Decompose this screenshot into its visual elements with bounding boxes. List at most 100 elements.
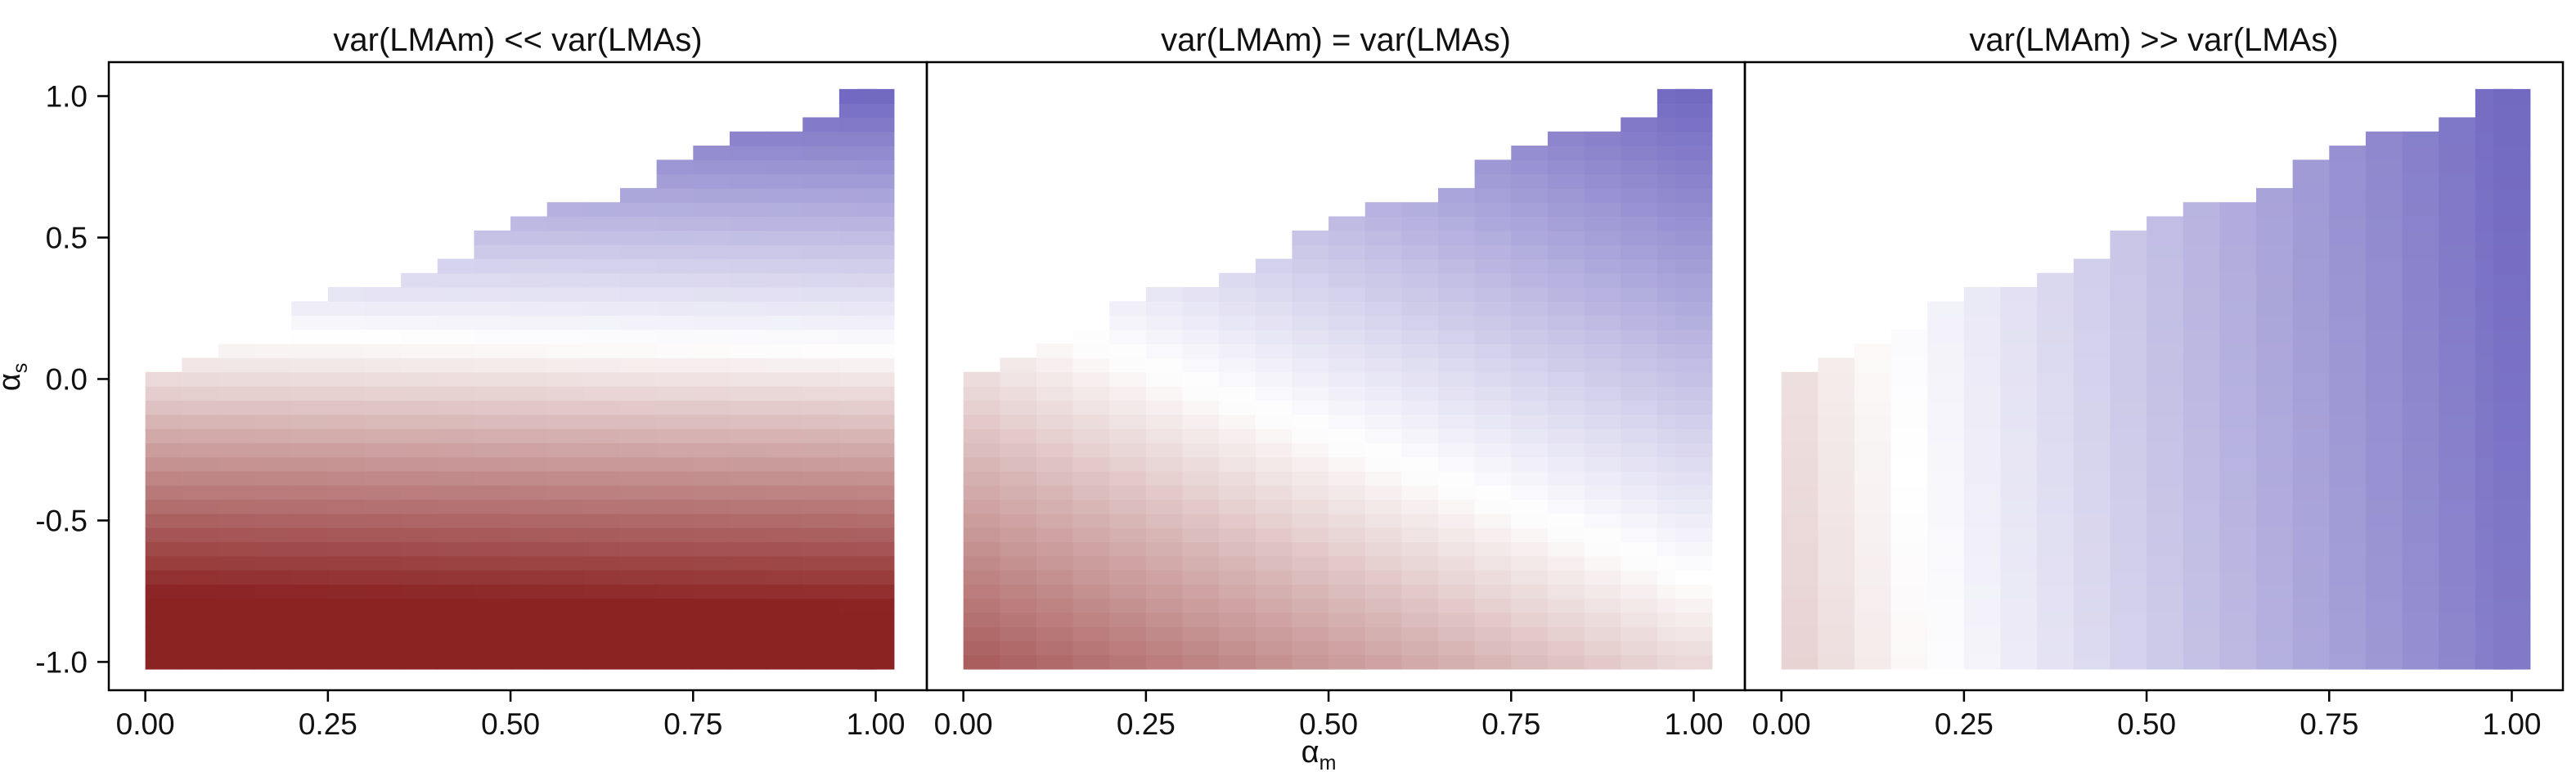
heatmap-cell <box>1927 400 1965 415</box>
heatmap-cell <box>510 371 548 387</box>
heatmap-cell <box>2037 470 2075 486</box>
heatmap-cell <box>254 329 292 344</box>
heatmap-cell <box>729 146 767 160</box>
heatmap-cell <box>2402 470 2439 486</box>
heatmap-cell <box>291 357 329 373</box>
heatmap-cell <box>620 315 658 330</box>
heatmap-cell <box>2439 513 2476 528</box>
heatmap-cell <box>474 654 511 670</box>
heatmap-cell <box>2073 456 2111 472</box>
heatmap-cell <box>1401 640 1439 656</box>
heatmap-cell <box>1474 287 1512 302</box>
heatmap-cell <box>182 414 219 429</box>
heatmap-cell <box>1890 485 1928 500</box>
heatmap-cell <box>2365 654 2403 670</box>
heatmap-cell <box>2000 456 2038 472</box>
heatmap-cell <box>766 187 803 203</box>
heatmap-cell <box>1072 513 1110 528</box>
heatmap-cell <box>1438 654 1476 670</box>
heatmap-cell <box>401 357 438 373</box>
heatmap-cell <box>2073 555 2111 571</box>
heatmap-cell <box>1438 357 1476 373</box>
heatmap-cell <box>546 442 584 458</box>
heatmap-cell <box>546 245 584 260</box>
heatmap-cell <box>963 598 1000 613</box>
heatmap-cell <box>401 499 438 514</box>
heatmap-cell <box>1890 640 1928 656</box>
heatmap-cell <box>2439 442 2476 458</box>
heatmap-cell <box>963 456 1000 472</box>
heatmap-cell <box>1292 612 1329 627</box>
heatmap-cell <box>546 287 584 302</box>
heatmap-cell <box>1675 429 1713 443</box>
heatmap-cell <box>254 414 292 429</box>
heatmap-cell <box>1072 527 1110 542</box>
heatmap-cell <box>1255 414 1293 429</box>
heatmap-cell <box>583 485 621 500</box>
heatmap-cell <box>1255 357 1293 373</box>
heatmap-cell <box>1182 315 1220 330</box>
heatmap-cell <box>364 386 402 402</box>
heatmap-cell <box>2000 329 2038 344</box>
heatmap-cell <box>1781 429 1818 443</box>
heatmap-cell <box>1621 159 1658 175</box>
heatmap-cell <box>1255 258 1293 274</box>
heatmap-cell <box>2110 414 2147 429</box>
x-tick-label: 0.25 <box>1117 707 1176 741</box>
heatmap-cell <box>254 371 292 387</box>
heatmap-cell <box>1474 245 1512 260</box>
heatmap-cell <box>1438 287 1476 302</box>
heatmap-cell <box>1547 400 1585 415</box>
heatmap-cell <box>1927 301 1965 316</box>
heatmap-cell <box>2439 598 2476 613</box>
heatmap-cell <box>546 456 584 472</box>
heatmap-cell <box>729 159 767 175</box>
heatmap-cell <box>963 541 1000 557</box>
heatmap-cell <box>1401 329 1439 344</box>
heatmap-cell <box>1109 640 1147 656</box>
heatmap-cell <box>1036 612 1074 627</box>
heatmap-cell <box>291 555 329 571</box>
heatmap-cell <box>1145 456 1184 472</box>
heatmap-cell <box>1621 470 1658 486</box>
heatmap-cell <box>474 429 511 443</box>
heatmap-cell <box>1182 640 1220 656</box>
heatmap-cell <box>1474 555 1512 571</box>
heatmap-cell <box>474 315 511 330</box>
heatmap-cell <box>1401 386 1439 402</box>
heatmap-cell <box>401 456 438 472</box>
heatmap-cell <box>2219 357 2257 373</box>
heatmap-cell <box>802 555 840 571</box>
heatmap-cell <box>1927 470 1965 486</box>
heatmap-cell <box>583 315 621 330</box>
heatmap-cell <box>2329 429 2367 443</box>
heatmap-cell <box>1963 541 2002 557</box>
heatmap-cell <box>2292 541 2330 557</box>
heatmap-cell <box>401 429 438 443</box>
heatmap-cell <box>2183 485 2220 500</box>
heatmap-cell <box>2256 640 2294 656</box>
panels: var(LMAm) << var(LMAs)0.00 0.25 0.50 0.75 1.… <box>35 22 2565 741</box>
heatmap-cell <box>2183 272 2220 288</box>
heatmap-cell <box>1963 400 2002 415</box>
heatmap-cell <box>857 258 895 274</box>
heatmap-cell <box>401 301 438 316</box>
heatmap-cell <box>327 343 366 359</box>
heatmap-cell <box>2219 371 2257 387</box>
heatmap-cell <box>583 612 621 627</box>
heatmap-cell <box>2439 499 2476 514</box>
heatmap-cell <box>218 357 256 373</box>
heatmap-cell <box>437 371 475 387</box>
heatmap-cell <box>1963 513 2002 528</box>
heatmap-cell <box>693 429 731 443</box>
heatmap-cell <box>1584 499 1621 514</box>
heatmap-cell <box>1401 272 1439 288</box>
heatmap-cell <box>1255 640 1293 656</box>
heatmap-cell <box>2219 400 2257 415</box>
heatmap-cell <box>1963 315 2002 330</box>
heatmap-cell <box>1675 626 1713 642</box>
heatmap-cell <box>1584 470 1621 486</box>
heatmap-cell <box>2219 301 2257 316</box>
heatmap-cell <box>364 456 402 472</box>
heatmap-cell <box>2292 640 2330 656</box>
